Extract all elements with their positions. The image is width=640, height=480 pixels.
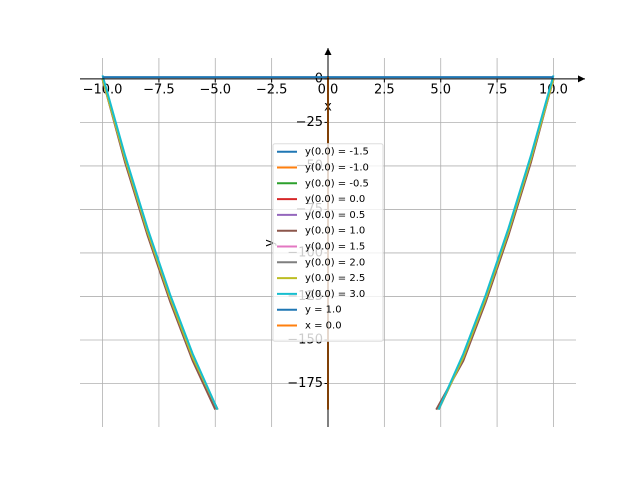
legend-label: y(0.0) = 2.0 [305,257,365,268]
legend-label: y(0.0) = 2.5 [305,273,365,284]
x-tick-label: −7.5 [143,82,175,97]
series-line [101,75,555,411]
x-axis-arrow [578,75,585,83]
x-tick-label: −10.0 [83,82,123,97]
y-axis-label: y [263,239,278,247]
x-tick-label: −2.5 [256,82,288,97]
x-tick-label: 2.5 [374,82,395,97]
legend-label: y(0.0) = -0.5 [305,178,369,189]
legend-label: x = 0.0 [305,321,342,332]
legend-label: y(0.0) = 3.0 [305,289,365,300]
legend-label: y = 1.0 [305,305,342,316]
x-tick-label: 5.0 [430,82,451,97]
y-axis-arrow [324,48,332,55]
x-tick-label: 10.0 [539,82,568,97]
x-tick-label: 7.5 [487,82,508,97]
y-tick-label: −175 [287,376,323,391]
legend-label: y(0.0) = 1.0 [305,226,365,237]
y-tick-label: −25 [296,115,323,130]
legend-label: y(0.0) = 0.5 [305,210,365,221]
legend-label: y(0.0) = 0.0 [305,194,365,205]
legend-label: y(0.0) = -1.5 [305,147,369,158]
x-tick-label: −5.0 [199,82,231,97]
legend-label: y(0.0) = -1.0 [305,163,369,174]
legend-label: y(0.0) = 1.5 [305,242,365,253]
legend: y(0.0) = -1.5 y(0.0) = -1.0 y(0.0) = -0.5 y… [272,143,384,342]
legend-box [272,143,384,342]
